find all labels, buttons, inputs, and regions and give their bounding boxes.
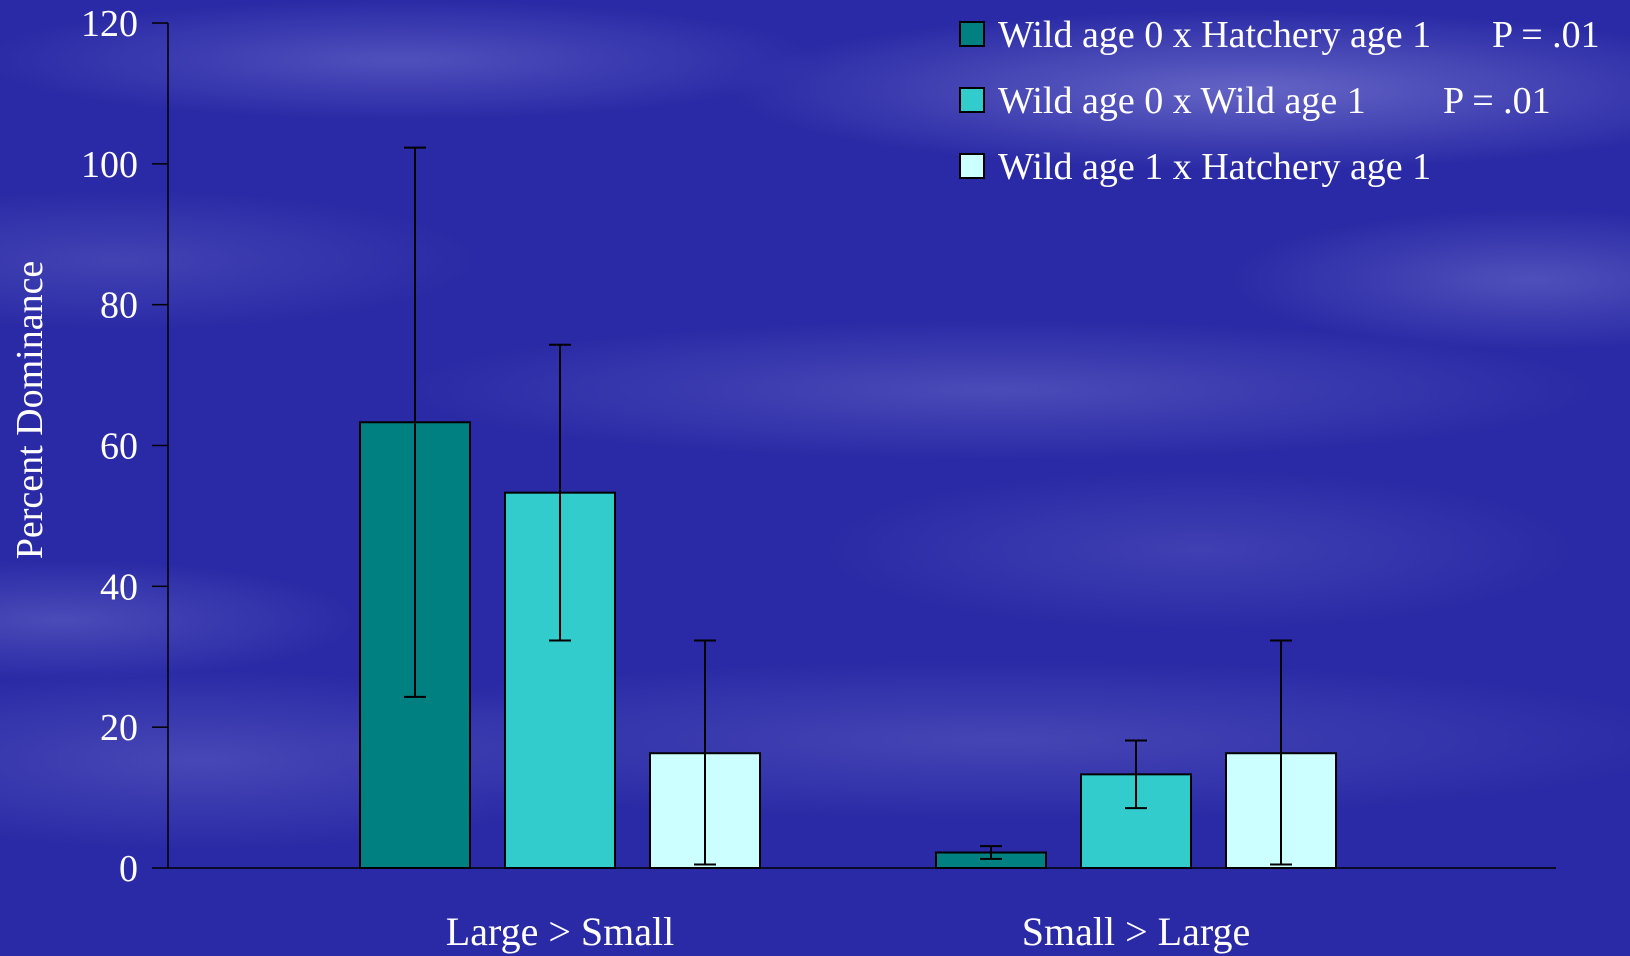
legend-label: Wild age 1 x Hatchery age 1	[998, 146, 1431, 188]
y-axis-title: Percent Dominance	[9, 261, 51, 560]
legend-swatch	[959, 21, 985, 47]
error-bars	[404, 146, 1292, 866]
bars	[359, 421, 1337, 870]
y-axis-ticks: 0 20 40 60 80 100 120	[81, 3, 168, 890]
y-tick-label: 100	[81, 144, 138, 186]
legend: Wild age 0 x Hatchery age 1 P = .01 Wild a…	[959, 14, 1600, 188]
x-category-label: Large > Small	[446, 909, 674, 954]
legend-swatch	[959, 153, 985, 179]
legend-label: Wild age 0 x Wild age 1	[998, 80, 1366, 122]
y-tick-label: 0	[119, 848, 138, 890]
x-axis-labels: Large > Small Small > Large	[446, 909, 1250, 954]
y-tick-label: 80	[100, 285, 138, 327]
legend-label: Wild age 0 x Hatchery age 1	[998, 14, 1431, 56]
y-tick-label: 20	[100, 707, 138, 749]
y-tick-label: 60	[100, 426, 138, 468]
y-tick-label: 40	[100, 566, 138, 608]
legend-p-value: P = .01	[1492, 14, 1600, 56]
x-category-label: Small > Large	[1022, 909, 1250, 954]
legend-p-value: P = .01	[1443, 80, 1551, 122]
y-tick-label: 120	[81, 3, 138, 45]
legend-swatch	[959, 87, 985, 113]
